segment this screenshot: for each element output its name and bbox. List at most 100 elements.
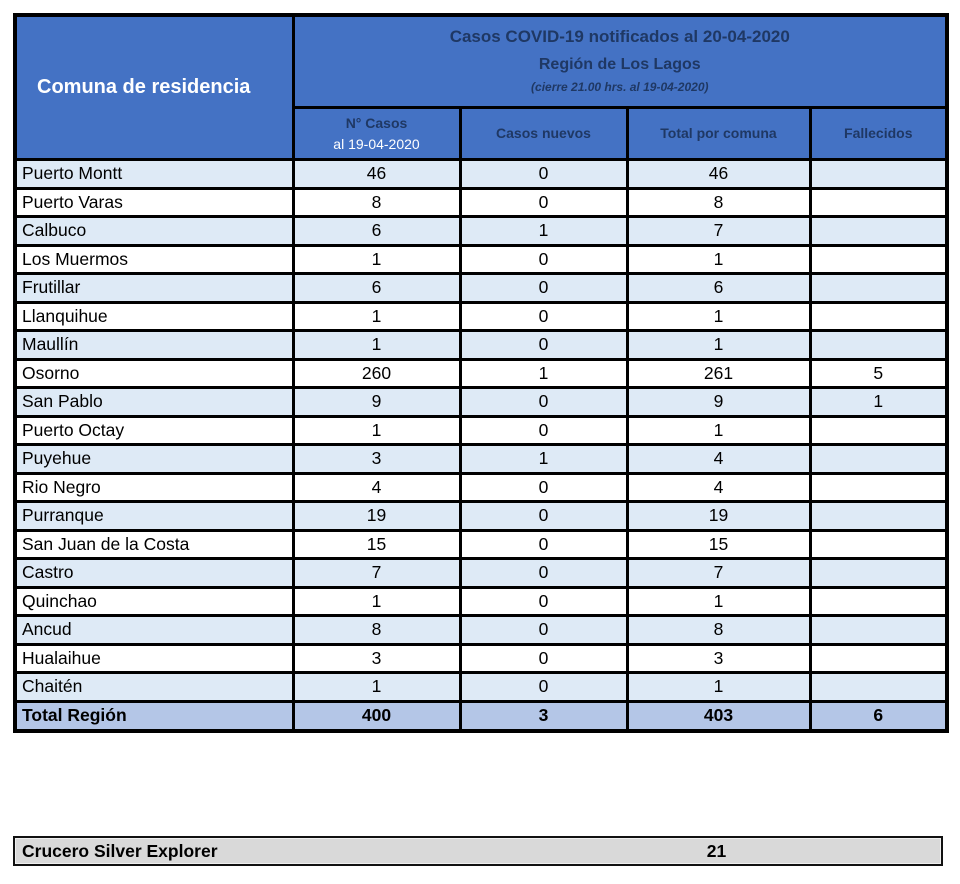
total-cell: 1 xyxy=(625,414,812,446)
col-header-casos-nuevos: Casos nuevos xyxy=(458,106,629,161)
corner-header-comuna: Comuna de residencia xyxy=(13,13,295,161)
total-cell: 3 xyxy=(625,642,812,674)
nuevos-cell: 1 xyxy=(458,357,629,389)
total-cell: 1 xyxy=(625,671,812,703)
fallecidos-cell xyxy=(808,585,949,617)
nuevos-cell: 0 xyxy=(458,158,629,190)
casos-cell: 1 xyxy=(291,414,462,446)
total-cell: 46 xyxy=(625,158,812,190)
table-footer: Total Región 400 3 403 6 xyxy=(13,699,949,733)
comuna-cell: Hualaihue xyxy=(13,642,295,674)
nuevos-cell: 0 xyxy=(458,642,629,674)
table-body: Puerto Montt 46 0 46 Puerto Varas 8 0 8 … xyxy=(13,158,949,703)
casos-cell: 6 xyxy=(291,215,462,247)
table-row: Purranque 19 0 19 xyxy=(13,500,949,532)
total-cell: 1 xyxy=(625,300,812,332)
table-row: Puerto Octay 1 0 1 xyxy=(13,414,949,446)
col-header-total-por-comuna: Total por comuna xyxy=(625,106,812,161)
table-row: Rio Negro 4 0 4 xyxy=(13,471,949,503)
col-header-n-casos-line2: al 19-04-2020 xyxy=(333,135,420,152)
total-casos: 400 xyxy=(291,699,462,733)
fallecidos-cell: 1 xyxy=(808,386,949,418)
casos-cell: 260 xyxy=(291,357,462,389)
table-row: Calbuco 6 1 7 xyxy=(13,215,949,247)
comuna-cell: Frutillar xyxy=(13,272,295,304)
nuevos-cell: 1 xyxy=(458,443,629,475)
fallecidos-cell xyxy=(808,642,949,674)
total-cell: 1 xyxy=(625,585,812,617)
col-header-n-casos-line1: N° Casos xyxy=(345,115,408,132)
casos-cell: 1 xyxy=(291,243,462,275)
total-total: 403 xyxy=(625,699,812,733)
nuevos-cell: 0 xyxy=(458,329,629,361)
fallecidos-cell xyxy=(808,215,949,247)
fallecidos-cell xyxy=(808,300,949,332)
comuna-cell: Puerto Octay xyxy=(13,414,295,446)
table-row: Puerto Varas 8 0 8 xyxy=(13,186,949,218)
nuevos-cell: 0 xyxy=(458,500,629,532)
fallecidos-cell xyxy=(808,329,949,361)
table-row: Llanquihue 1 0 1 xyxy=(13,300,949,332)
total-cell: 6 xyxy=(625,272,812,304)
fallecidos-cell xyxy=(808,614,949,646)
fallecidos-cell xyxy=(808,500,949,532)
table-row: Osorno 260 1 261 5 xyxy=(13,357,949,389)
fallecidos-cell xyxy=(808,671,949,703)
total-cell: 7 xyxy=(625,557,812,589)
total-cell: 8 xyxy=(625,186,812,218)
total-label: Total Región xyxy=(13,699,295,733)
comuna-cell: Calbuco xyxy=(13,215,295,247)
casos-cell: 6 xyxy=(291,272,462,304)
nuevos-cell: 0 xyxy=(458,614,629,646)
table-row: Maullín 1 0 1 xyxy=(13,329,949,361)
total-nuevos: 3 xyxy=(458,699,629,733)
nuevos-cell: 0 xyxy=(458,528,629,560)
table-row: San Juan de la Costa 15 0 15 xyxy=(13,528,949,560)
casos-cell: 8 xyxy=(291,614,462,646)
nuevos-cell: 0 xyxy=(458,471,629,503)
comuna-cell: Chaitén xyxy=(13,671,295,703)
fallecidos-cell xyxy=(808,272,949,304)
nuevos-cell: 1 xyxy=(458,215,629,247)
comuna-cell: Purranque xyxy=(13,500,295,532)
fallecidos-cell xyxy=(808,414,949,446)
table-row: San Pablo 9 0 9 1 xyxy=(13,386,949,418)
casos-cell: 1 xyxy=(291,585,462,617)
table-row: Los Muermos 1 0 1 xyxy=(13,243,949,275)
casos-cell: 7 xyxy=(291,557,462,589)
comuna-cell: Quinchao xyxy=(13,585,295,617)
nuevos-cell: 0 xyxy=(458,671,629,703)
total-cell: 8 xyxy=(625,614,812,646)
total-cell: 4 xyxy=(625,443,812,475)
table-row: Ancud 8 0 8 xyxy=(13,614,949,646)
casos-cell: 4 xyxy=(291,471,462,503)
comuna-cell: Maullín xyxy=(13,329,295,361)
covid-cases-table: Comuna de residencia Casos COVID-19 noti… xyxy=(13,13,950,733)
total-cell: 15 xyxy=(625,528,812,560)
comuna-cell: San Juan de la Costa xyxy=(13,528,295,560)
casos-cell: 3 xyxy=(291,642,462,674)
nuevos-cell: 0 xyxy=(458,243,629,275)
casos-cell: 8 xyxy=(291,186,462,218)
crucero-bar: Crucero Silver Explorer 21 xyxy=(13,836,943,866)
fallecidos-cell xyxy=(808,528,949,560)
table-row: Frutillar 6 0 6 xyxy=(13,272,949,304)
table-row: Castro 7 0 7 xyxy=(13,557,949,589)
total-cell: 19 xyxy=(625,500,812,532)
title-line-2: Región de Los Lagos xyxy=(538,56,701,73)
crucero-label: Crucero Silver Explorer xyxy=(22,840,218,861)
casos-cell: 3 xyxy=(291,443,462,475)
nuevos-cell: 0 xyxy=(458,300,629,332)
casos-cell: 9 xyxy=(291,386,462,418)
comuna-cell: Los Muermos xyxy=(13,243,295,275)
crucero-value: 21 xyxy=(706,840,727,861)
nuevos-cell: 0 xyxy=(458,585,629,617)
table-header: Comuna de residencia Casos COVID-19 noti… xyxy=(13,13,949,161)
fallecidos-cell: 5 xyxy=(808,357,949,389)
col-header-fallecidos: Fallecidos xyxy=(808,106,949,161)
nuevos-cell: 0 xyxy=(458,272,629,304)
casos-cell: 1 xyxy=(291,671,462,703)
nuevos-cell: 0 xyxy=(458,386,629,418)
fallecidos-cell xyxy=(808,557,949,589)
